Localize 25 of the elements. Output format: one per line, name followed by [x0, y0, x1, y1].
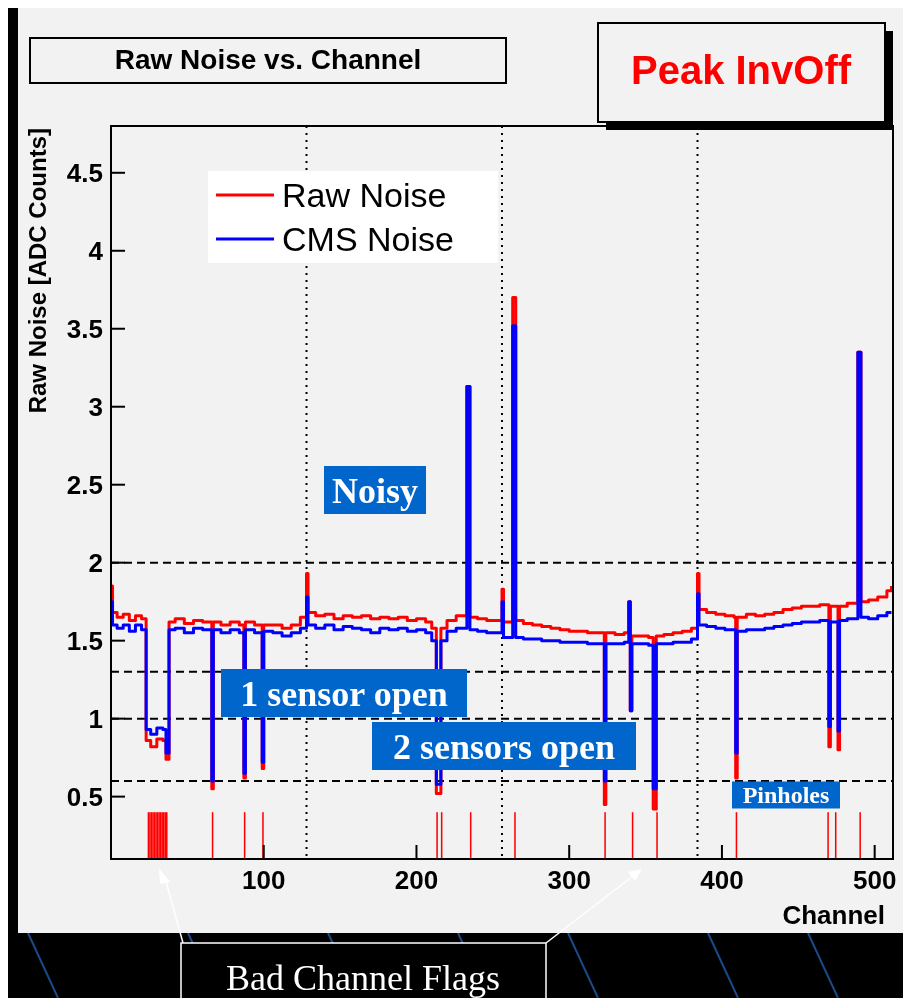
text: Peak InvOff: [630, 48, 852, 92]
x-tick-label: 400: [700, 865, 744, 895]
y-tick-label: 1: [88, 703, 103, 734]
x-tick-label: 200: [394, 865, 439, 895]
x-tick-label: 100: [242, 865, 286, 895]
y-tick-label: 4.5: [66, 157, 103, 188]
annotation: 1 sensor open: [240, 673, 448, 714]
legend-label: Raw Noise: [282, 175, 447, 214]
y-tick-label: 0.5: [66, 781, 103, 812]
annotation: Noisy: [331, 470, 419, 511]
text: Bad Channel Flags: [226, 958, 500, 998]
chart-title: Raw Noise vs. Channel: [114, 44, 422, 75]
x-tick-label: 500: [852, 865, 897, 895]
legend-label: CMS Noise: [282, 219, 454, 258]
y-tick-label: 3.5: [66, 313, 103, 344]
y-tick-label: 3: [88, 391, 103, 422]
y-axis-title: Raw Noise [ADC Counts]: [24, 128, 51, 414]
annotation: Pinholes: [742, 782, 830, 809]
y-tick-label: 1.5: [66, 625, 103, 656]
x-axis-title: Channel: [782, 900, 885, 930]
y-tick-label: 2.5: [66, 469, 103, 500]
y-tick-label: 4: [88, 235, 104, 266]
annotation: 2 sensors open: [392, 726, 616, 767]
x-tick-label: 300: [547, 865, 591, 895]
y-tick-label: 2: [88, 547, 103, 578]
